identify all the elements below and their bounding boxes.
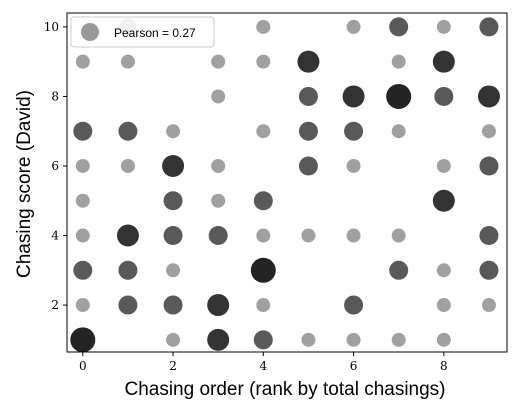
data-point [256, 124, 271, 139]
x-axis-ticks: 0 2 4 6 8 [79, 352, 448, 373]
data-point [256, 19, 271, 34]
data-point [436, 19, 451, 34]
data-point [342, 85, 365, 108]
data-point [211, 193, 226, 208]
data-point [70, 327, 96, 353]
data-point [298, 121, 318, 141]
data-point [297, 50, 320, 73]
x-tick-label: 2 [169, 359, 177, 373]
y-axis-label: Chasing score (David) [14, 90, 35, 278]
data-point [391, 228, 406, 243]
data-point [211, 54, 226, 69]
x-tick-label: 8 [440, 359, 448, 373]
data-point [344, 295, 364, 315]
data-point [253, 191, 273, 211]
data-point [479, 260, 499, 280]
data-point [118, 121, 138, 141]
x-tick-label: 4 [259, 359, 267, 373]
data-point [298, 86, 318, 106]
data-point [346, 19, 361, 34]
data-point [211, 89, 226, 104]
data-point [73, 121, 93, 141]
data-point [479, 17, 499, 37]
data-point [256, 228, 271, 243]
data-point [256, 298, 271, 313]
data-point [479, 156, 499, 176]
x-axis-label: Chasing order (rank by total chasings) [124, 379, 445, 400]
x-tick-label: 0 [79, 359, 87, 373]
data-point [346, 228, 361, 243]
data-point [163, 191, 183, 211]
data-point [481, 124, 496, 139]
data-point [207, 294, 230, 317]
data-point [386, 83, 412, 109]
data-point [253, 330, 273, 350]
data-point [436, 263, 451, 278]
data-point [301, 332, 316, 347]
data-point [163, 226, 183, 246]
data-point [118, 295, 138, 315]
data-point [436, 158, 451, 173]
data-point [434, 86, 454, 106]
data-point [391, 54, 406, 69]
data-point [479, 226, 499, 246]
legend-box [70, 16, 215, 48]
y-axis-ticks: 2 4 6 8 10 [44, 20, 67, 312]
data-point [166, 332, 181, 347]
data-point [166, 124, 181, 139]
data-point [477, 85, 500, 108]
y-tick-label: 2 [51, 298, 59, 312]
plot-frame [66, 12, 508, 353]
data-point [75, 193, 90, 208]
y-tick-label: 10 [44, 20, 59, 34]
data-point [301, 228, 316, 243]
data-point [256, 54, 271, 69]
data-point [75, 158, 90, 173]
data-point [162, 154, 185, 177]
y-tick-label: 4 [51, 229, 59, 243]
data-point [166, 263, 181, 278]
data-point [75, 54, 90, 69]
data-point [120, 54, 135, 69]
data-point [389, 17, 409, 37]
legend-label: Pearson = 0.27 [114, 26, 196, 40]
data-point [391, 332, 406, 347]
legend-marker [81, 23, 99, 41]
legend: Pearson = 0.27 [70, 16, 215, 48]
data-point [250, 257, 276, 283]
data-point [298, 156, 318, 176]
y-tick-label: 8 [51, 89, 59, 103]
data-point [75, 228, 90, 243]
data-point [346, 158, 361, 173]
data-point [436, 332, 451, 347]
data-point [73, 260, 93, 280]
data-point [481, 298, 496, 313]
data-point [75, 298, 90, 313]
y-tick-label: 6 [51, 159, 59, 173]
data-point [208, 226, 228, 246]
x-tick-label: 6 [350, 359, 358, 373]
data-point [118, 260, 138, 280]
data-point [163, 295, 183, 315]
data-point [432, 189, 455, 212]
points-layer [70, 17, 500, 353]
data-point [207, 328, 230, 351]
data-point [346, 332, 361, 347]
data-point [436, 298, 451, 313]
data-point [432, 50, 455, 73]
data-point [120, 158, 135, 173]
data-point [389, 260, 409, 280]
data-point [211, 158, 226, 173]
data-point [116, 224, 139, 247]
data-point [344, 121, 364, 141]
data-point [391, 124, 406, 139]
